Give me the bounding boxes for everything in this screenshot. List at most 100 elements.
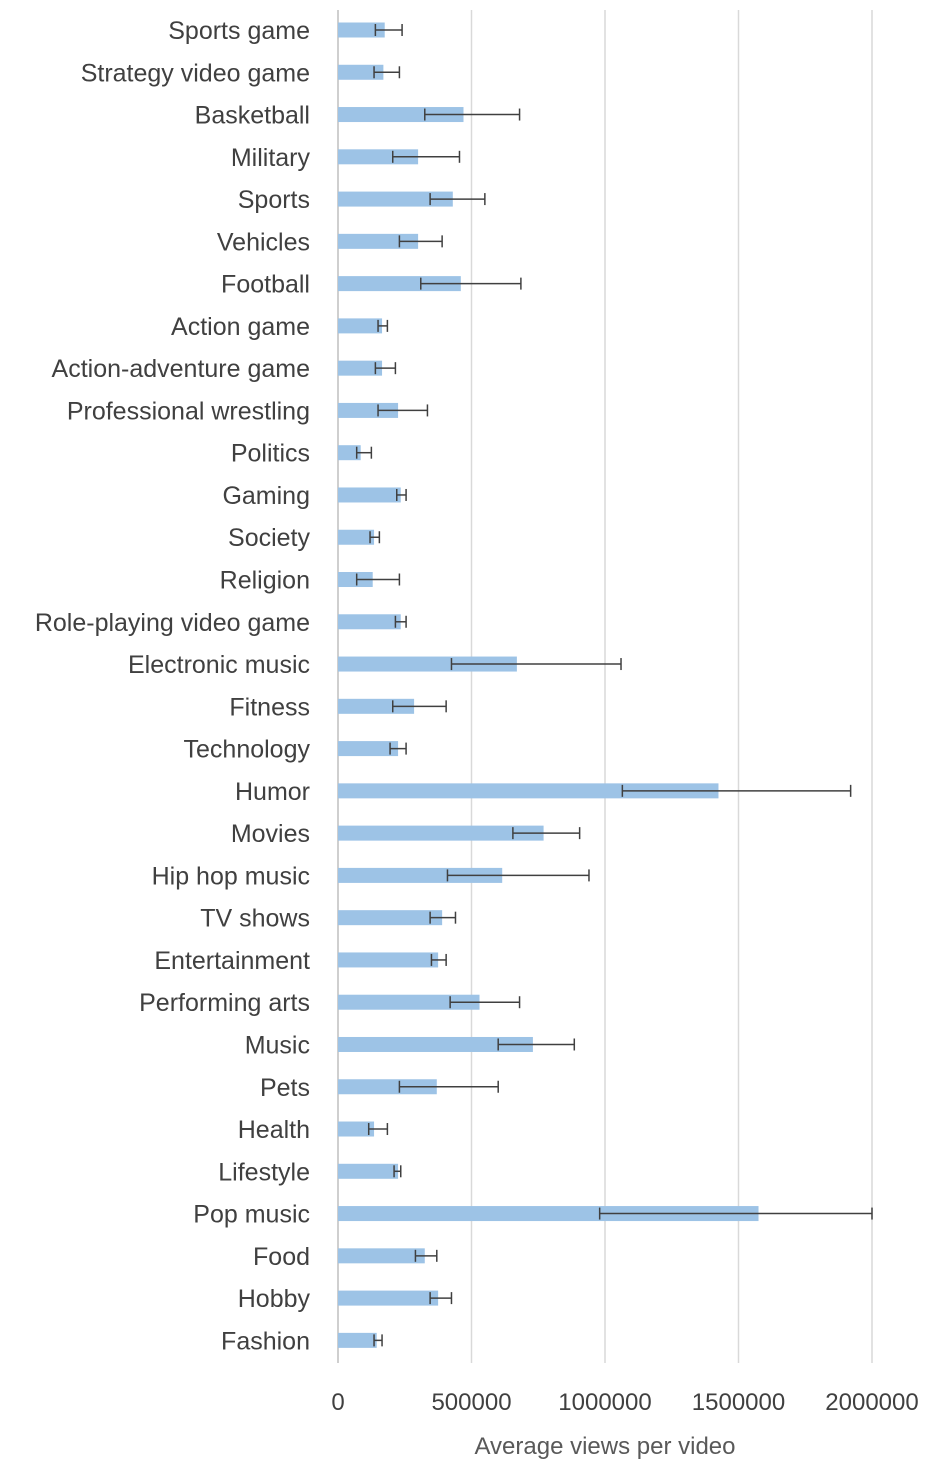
category-label: Basketball [195, 102, 310, 130]
category-label: Food [253, 1243, 310, 1271]
error-bar [355, 446, 373, 459]
error-bar [389, 742, 407, 755]
bar [338, 1079, 437, 1095]
category-label: Politics [231, 440, 310, 468]
bar [338, 233, 419, 249]
error-bars [355, 24, 873, 1347]
error-bar [430, 953, 447, 966]
category-label: Society [228, 524, 310, 552]
error-bar [373, 66, 401, 79]
error-bar [429, 911, 457, 924]
bar [338, 825, 544, 841]
bar [338, 360, 383, 376]
bar [338, 741, 399, 757]
bar [338, 149, 419, 165]
bar [338, 910, 443, 926]
category-label: Electronic music [128, 651, 310, 679]
error-bar [414, 1249, 438, 1262]
category-label: Hobby [238, 1285, 311, 1313]
error-bar [429, 193, 486, 206]
x-tick-label: 1500000 [692, 1389, 785, 1416]
error-bar [367, 1123, 389, 1136]
error-bar [512, 827, 581, 840]
error-bar [424, 108, 521, 121]
error-bar [497, 1038, 576, 1051]
category-label: Music [245, 1031, 310, 1059]
bar [338, 783, 719, 799]
bar [338, 318, 383, 334]
bar [338, 994, 480, 1010]
category-label: Military [231, 144, 311, 172]
bar [338, 487, 401, 503]
gridlines [337, 10, 873, 1363]
category-label: Religion [220, 567, 310, 595]
bar [338, 1248, 425, 1264]
bar [338, 867, 503, 883]
bar [338, 698, 415, 714]
bar [338, 276, 461, 292]
error-bar [395, 488, 407, 501]
error-bar [391, 150, 461, 163]
bar [338, 22, 385, 38]
x-tick-label: 2000000 [825, 1389, 918, 1416]
category-label: Fashion [221, 1327, 310, 1355]
category-label: Professional wrestling [67, 397, 310, 425]
category-label: Technology [184, 736, 311, 764]
bars [338, 22, 759, 1348]
category-label: Action-adventure game [52, 355, 310, 383]
error-bar [377, 404, 429, 417]
bar [338, 1121, 375, 1137]
error-bar [420, 277, 522, 290]
category-label: Sports [238, 186, 310, 214]
category-labels: Sports game Strategy video game Basketball… [35, 17, 311, 1355]
x-tick-label: 1000000 [558, 1389, 651, 1416]
category-label: TV shows [200, 905, 310, 933]
bar [338, 572, 373, 588]
error-bar [621, 784, 852, 797]
error-bar [398, 1080, 499, 1093]
error-bar [369, 531, 381, 544]
category-label: Sports game [168, 17, 310, 45]
error-bar [598, 1207, 873, 1220]
category-label: Humor [235, 778, 310, 806]
category-label: Gaming [222, 482, 310, 510]
category-label: Performing arts [139, 989, 310, 1017]
error-bar [374, 362, 397, 375]
error-bar [374, 24, 403, 36]
bar [338, 952, 439, 968]
x-tick-label: 500000 [431, 1389, 511, 1416]
bar [338, 656, 517, 672]
error-bar [391, 700, 447, 713]
category-label: Strategy video game [81, 59, 310, 87]
category-label: Fitness [229, 693, 310, 721]
error-bar [373, 1334, 383, 1347]
category-label: Pop music [193, 1201, 310, 1229]
category-label: Role-playing video game [35, 609, 310, 637]
x-axis-title: Average views per video [474, 1433, 735, 1460]
category-label: Vehicles [217, 228, 310, 256]
bar [338, 1036, 533, 1052]
bar [338, 614, 401, 630]
category-label: Pets [260, 1074, 310, 1102]
category-label: Action game [171, 313, 310, 341]
error-bar [398, 235, 443, 248]
category-label: Entertainment [154, 947, 310, 975]
category-label: Hip hop music [152, 862, 310, 890]
error-bar [450, 658, 622, 671]
category-label: Movies [231, 820, 310, 848]
x-tick-label: 0 [331, 1389, 344, 1416]
bar [338, 191, 453, 207]
bar [338, 1163, 399, 1179]
error-bar [393, 1165, 402, 1178]
error-bar [446, 869, 590, 882]
bar [338, 64, 384, 80]
error-bar [355, 573, 401, 586]
bar [338, 1290, 439, 1306]
bar [338, 1206, 759, 1222]
error-bar [394, 615, 407, 628]
error-bar [377, 319, 389, 332]
bar [338, 529, 375, 545]
bar [338, 445, 361, 461]
error-bar [429, 1292, 453, 1305]
